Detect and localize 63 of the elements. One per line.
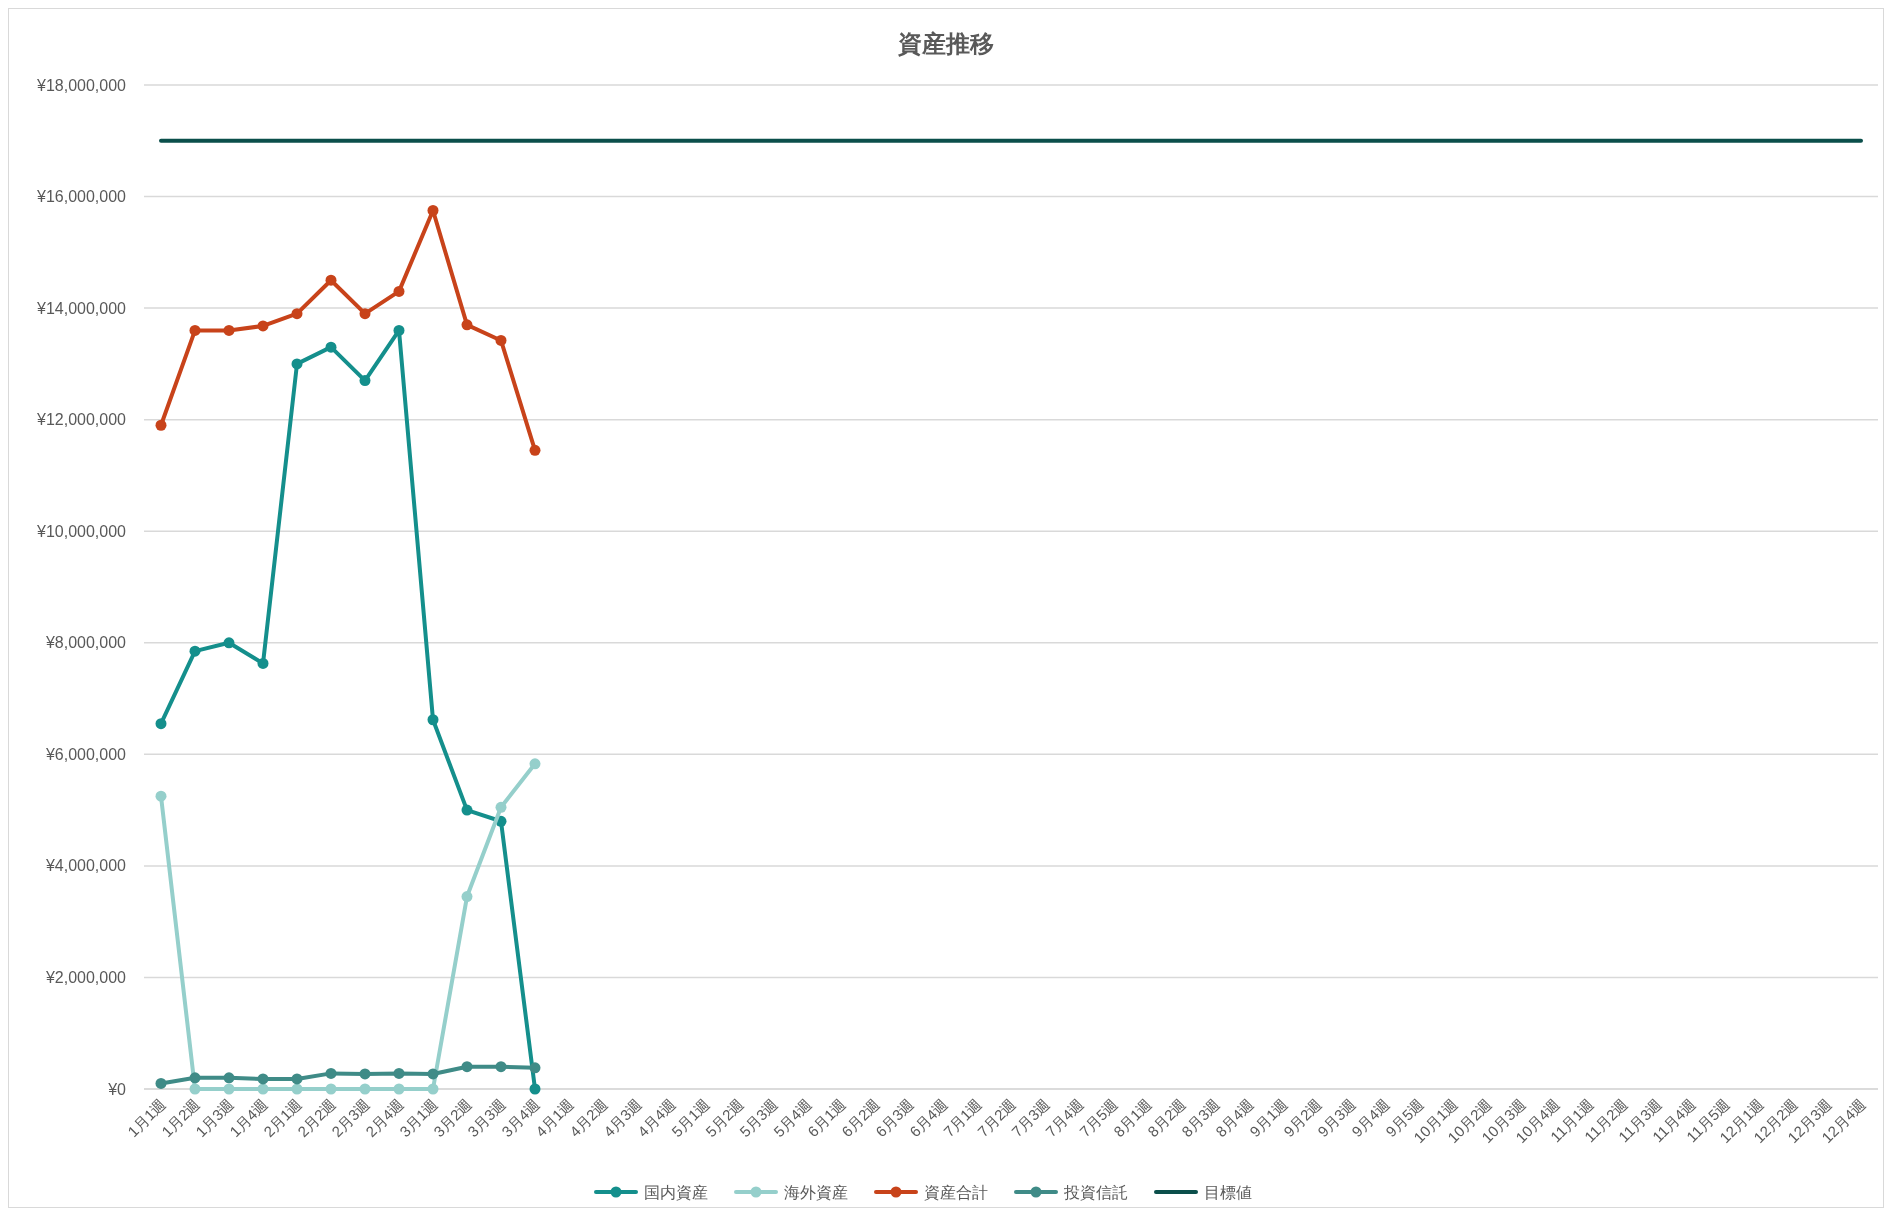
point <box>257 320 269 332</box>
y-tick-label: ¥16,000,000 <box>36 188 127 206</box>
chart-title: 資産推移 <box>897 30 994 57</box>
point <box>359 308 371 320</box>
point <box>223 324 235 336</box>
point <box>461 319 473 331</box>
legend-label: 投資信託 <box>1063 1183 1128 1201</box>
point <box>393 324 405 336</box>
point <box>325 1083 337 1095</box>
point <box>325 1067 337 1079</box>
point <box>257 1073 269 1085</box>
point <box>155 718 167 730</box>
y-tick-label: ¥6,000,000 <box>44 745 127 763</box>
point <box>393 285 405 297</box>
point <box>257 1083 269 1095</box>
point <box>223 1072 235 1084</box>
y-tick-label: ¥18,000,000 <box>36 76 127 94</box>
point <box>359 1083 371 1095</box>
point <box>189 324 201 336</box>
point <box>461 1061 473 1073</box>
point <box>359 375 371 387</box>
point <box>291 1083 303 1095</box>
point <box>189 1083 201 1095</box>
legend-label: 国内資産 <box>644 1183 708 1201</box>
point <box>155 419 167 431</box>
y-tick-label: ¥2,000,000 <box>44 969 127 987</box>
y-tick-label: ¥10,000,000 <box>36 522 127 540</box>
y-tick-label: ¥0 <box>107 1080 127 1098</box>
y-tick-label: ¥4,000,000 <box>44 857 127 875</box>
point <box>529 444 541 456</box>
legend-label: 海外資産 <box>784 1183 848 1201</box>
point <box>223 637 235 649</box>
y-tick-label: ¥14,000,000 <box>36 299 127 317</box>
point <box>291 308 303 320</box>
point <box>257 657 269 669</box>
point <box>461 891 473 903</box>
point <box>529 758 541 770</box>
point <box>495 1061 507 1073</box>
point <box>427 1083 439 1095</box>
point <box>291 358 303 370</box>
point <box>427 205 439 216</box>
point <box>461 804 473 816</box>
point <box>325 274 337 286</box>
point <box>529 1062 541 1074</box>
point <box>393 1067 405 1079</box>
point <box>529 1083 541 1095</box>
point <box>495 801 507 813</box>
point <box>155 1077 167 1089</box>
point <box>359 1068 371 1080</box>
legend-label: 目標値 <box>1204 1183 1252 1201</box>
legend-label: 資産合計 <box>924 1183 988 1201</box>
point <box>325 341 337 353</box>
point <box>189 645 201 657</box>
point <box>291 1073 303 1085</box>
point <box>427 714 439 726</box>
point <box>427 1068 439 1080</box>
point <box>393 1083 405 1095</box>
point <box>155 790 167 802</box>
y-tick-label: ¥8,000,000 <box>44 634 127 652</box>
point <box>223 1083 235 1095</box>
point <box>495 334 507 346</box>
y-tick-label: ¥12,000,000 <box>36 411 127 429</box>
point <box>189 1072 201 1084</box>
